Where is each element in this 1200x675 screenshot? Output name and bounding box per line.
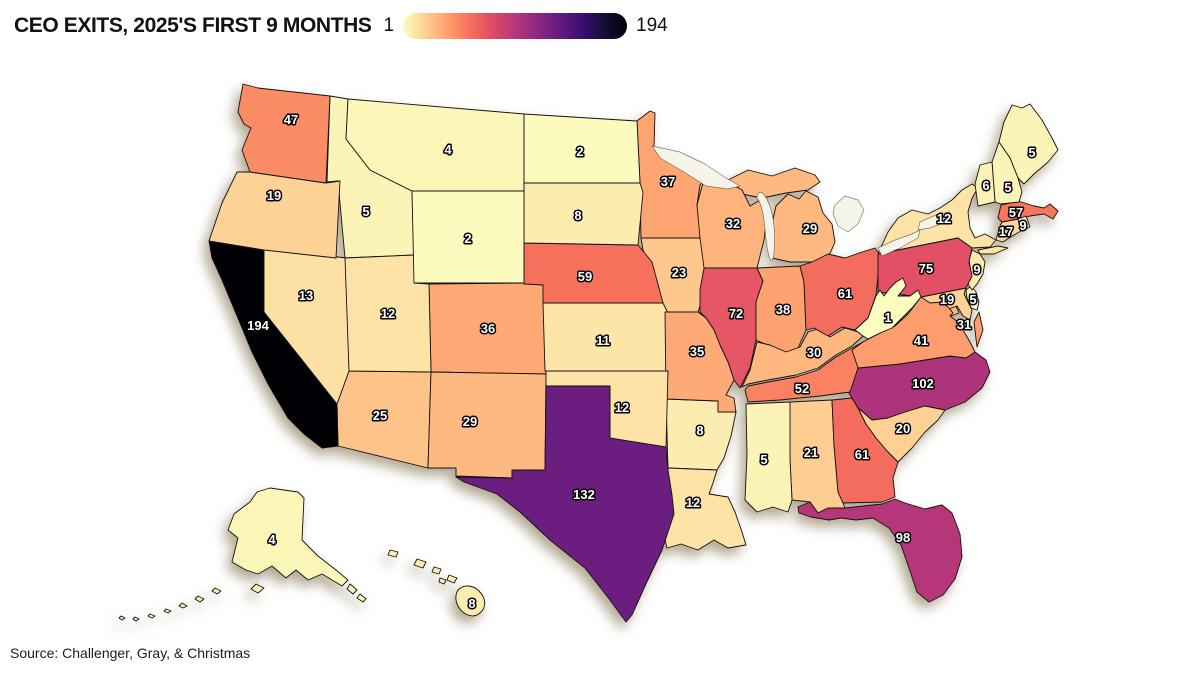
state-value-label-PA: 75: [919, 261, 933, 276]
state-VT[interactable]: Vermont: 6: [974, 161, 996, 207]
state-value-label-WI: 32: [726, 216, 740, 231]
state-value-label-IA: 23: [672, 265, 686, 280]
state-value-label-NY: 12: [937, 211, 951, 226]
state-value-label-WA: 47: [284, 112, 298, 127]
state-value-label-MD: 19: [940, 292, 954, 307]
great-lake-0: [756, 192, 775, 261]
state-WV[interactable]: West Virginia: 1: [854, 277, 922, 340]
state-MO[interactable]: Missouri: 35: [664, 311, 737, 413]
state-value-label-VT: 6: [982, 178, 989, 193]
state-value-label-TN: 52: [795, 381, 809, 396]
state-value-label-NV: 13: [299, 288, 313, 303]
state-value-label-SC: 20: [896, 421, 910, 436]
state-value-label-LA: 12: [686, 495, 700, 510]
state-value-label-CA: 194: [247, 318, 269, 333]
state-value-label-TX: 132: [573, 487, 595, 502]
state-AK[interactable]: Alaska: 4: [118, 487, 367, 622]
state-value-label-RI: 9: [1019, 218, 1026, 233]
state-value-label-GA: 61: [855, 447, 869, 462]
state-value-label-MT: 4: [444, 142, 452, 157]
state-RI[interactable]: Rhode Island: 9: [1017, 215, 1031, 232]
state-value-label-NH: 5: [1004, 180, 1011, 195]
state-value-label-ID: 5: [362, 204, 369, 219]
state-value-label-KY: 30: [807, 345, 821, 360]
state-value-label-AR: 8: [696, 423, 703, 438]
great-lake-3: [877, 229, 921, 257]
legend: 1 194: [383, 13, 668, 39]
state-WA[interactable]: Washington: 47: [237, 83, 331, 184]
state-value-label-SD: 8: [574, 208, 581, 223]
state-value-label-MA: 57: [1009, 205, 1023, 220]
state-value-label-WY: 2: [464, 231, 471, 246]
state-value-label-KS: 11: [596, 333, 610, 348]
state-value-label-UT: 12: [381, 306, 395, 321]
state-value-label-AK: 4: [268, 532, 276, 547]
state-value-label-MO: 35: [690, 344, 704, 359]
state-value-label-NC: 102: [912, 376, 934, 391]
state-NE[interactable]: Nebraska: 59: [523, 242, 664, 304]
state-FL[interactable]: Florida: 98: [797, 498, 963, 603]
state-value-label-FL: 98: [896, 530, 910, 545]
state-VA[interactable]: Virginia: 41: [851, 296, 984, 369]
state-SC[interactable]: South Carolina: 20: [857, 405, 946, 463]
chart-title: CEO EXITS, 2025'S FIRST 9 MONTHS: [14, 14, 372, 37]
state-value-label-ND: 2: [576, 144, 583, 159]
state-value-label-OH: 61: [838, 286, 852, 301]
legend-gradient-bar: [403, 13, 628, 39]
state-value-label-MI: 29: [803, 221, 817, 236]
header: CEO EXITS, 2025'S FIRST 9 MONTHS 1 194: [14, 13, 668, 39]
great-lake-2: [832, 195, 865, 233]
state-value-label-VA: 41: [914, 333, 928, 348]
state-ME[interactable]: Maine: 5: [998, 103, 1059, 185]
state-value-label-AL: 21: [804, 445, 818, 460]
state-value-label-MN: 37: [661, 174, 675, 189]
state-value-label-ME: 5: [1028, 145, 1035, 160]
state-value-label-OK: 12: [615, 400, 629, 415]
state-value-label-NE: 59: [578, 269, 592, 284]
state-value-label-WV: 1: [884, 310, 891, 325]
legend-min-label: 1: [383, 15, 395, 36]
state-WY[interactable]: Wyoming: 2: [411, 190, 525, 284]
legend-max-label: 194: [636, 15, 668, 36]
state-value-label-AZ: 25: [373, 408, 387, 423]
state-NH[interactable]: New Hampshire: 5: [991, 141, 1023, 205]
great-lake-4: [917, 211, 951, 231]
state-MA[interactable]: Massachusetts: 57: [997, 200, 1059, 223]
state-value-label-DE: 5: [969, 292, 976, 307]
state-value-label-CO: 36: [481, 321, 495, 336]
great-lake-1: [651, 145, 741, 190]
state-value-label-NM: 29: [463, 414, 477, 429]
source-attribution: Source: Challenger, Gray, & Christmas: [10, 645, 251, 661]
state-value-label-NJ: 9: [973, 262, 980, 277]
state-value-label-CT: 17: [999, 224, 1013, 239]
state-NM[interactable]: New Mexico: 29: [427, 371, 547, 479]
state-OR[interactable]: Oregon: 19: [208, 171, 341, 259]
state-TX[interactable]: Texas: 132: [455, 385, 675, 623]
state-value-label-OR: 19: [267, 188, 281, 203]
state-SD[interactable]: South Dakota: 8: [523, 182, 644, 246]
state-value-label-MS: 5: [760, 452, 767, 467]
state-value-label-DC: 31: [957, 317, 971, 332]
state-value-label-HI: 8: [468, 596, 475, 611]
state-value-label-IN: 38: [776, 302, 790, 317]
state-value-label-IL: 72: [729, 306, 743, 321]
state-HI[interactable]: Hawaii: 8: [387, 549, 486, 617]
state-MS[interactable]: Mississippi: 5: [744, 401, 793, 513]
